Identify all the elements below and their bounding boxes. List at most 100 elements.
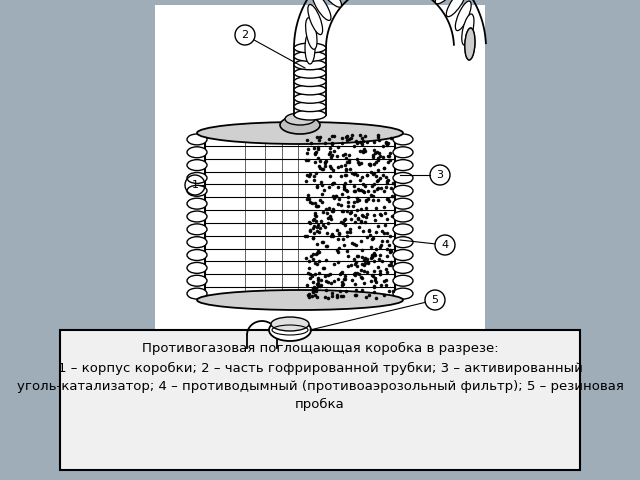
Point: [311, 285, 321, 292]
Point: [340, 216, 351, 223]
Point: [347, 169, 357, 177]
Point: [321, 205, 331, 213]
Point: [385, 156, 396, 164]
Ellipse shape: [294, 51, 326, 61]
Point: [375, 210, 385, 217]
Text: Противогазовая поглощающая коробка в разрезе:: Противогазовая поглощающая коробка в раз…: [141, 342, 499, 355]
Point: [309, 229, 319, 237]
Point: [373, 263, 383, 270]
Point: [362, 268, 372, 276]
Point: [377, 238, 387, 245]
Point: [316, 276, 326, 284]
Ellipse shape: [393, 185, 413, 196]
Point: [340, 186, 351, 194]
Point: [308, 255, 319, 263]
Point: [362, 233, 372, 240]
Point: [378, 172, 388, 180]
Point: [317, 238, 328, 245]
Point: [303, 218, 314, 226]
Point: [349, 170, 359, 178]
Point: [304, 264, 314, 271]
Point: [358, 180, 368, 188]
Point: [371, 148, 381, 156]
Ellipse shape: [187, 224, 207, 235]
Point: [333, 230, 344, 238]
Point: [338, 235, 348, 243]
Point: [330, 192, 340, 200]
Point: [342, 132, 352, 140]
Point: [349, 187, 359, 194]
Point: [333, 258, 343, 266]
Point: [367, 252, 377, 260]
Point: [344, 158, 355, 166]
Point: [333, 236, 343, 243]
Point: [326, 215, 337, 222]
Point: [384, 241, 394, 249]
Ellipse shape: [312, 0, 331, 21]
Ellipse shape: [280, 116, 320, 134]
Point: [308, 251, 319, 258]
Point: [304, 293, 314, 301]
Point: [323, 294, 333, 301]
Point: [321, 157, 331, 165]
Point: [351, 292, 361, 300]
Point: [340, 275, 350, 282]
Point: [379, 292, 389, 300]
Point: [371, 278, 381, 286]
Point: [340, 155, 351, 162]
Point: [333, 183, 343, 191]
Point: [382, 178, 392, 185]
Point: [367, 253, 377, 261]
Point: [372, 133, 383, 141]
Point: [337, 281, 347, 289]
Point: [315, 157, 325, 165]
Point: [336, 162, 346, 169]
Point: [338, 280, 348, 288]
Ellipse shape: [294, 68, 326, 78]
Point: [369, 250, 379, 257]
Bar: [205, 133, 395, 300]
Point: [324, 150, 334, 157]
Point: [371, 251, 381, 259]
Point: [380, 188, 390, 195]
Point: [312, 133, 322, 141]
Point: [365, 243, 376, 251]
Point: [305, 219, 315, 227]
Point: [312, 223, 322, 230]
Point: [312, 145, 323, 153]
Point: [377, 228, 387, 235]
Point: [301, 232, 312, 240]
Point: [358, 147, 368, 155]
Point: [335, 172, 346, 180]
Point: [342, 187, 352, 194]
Point: [383, 139, 393, 147]
Point: [352, 198, 362, 205]
Point: [375, 243, 385, 251]
Point: [347, 240, 357, 247]
Point: [386, 247, 396, 254]
Point: [372, 156, 383, 163]
Point: [310, 210, 320, 217]
Point: [309, 176, 319, 184]
Point: [326, 164, 336, 172]
Point: [314, 228, 324, 236]
Point: [315, 282, 325, 289]
Point: [303, 257, 314, 265]
Point: [305, 228, 315, 235]
Point: [340, 171, 350, 179]
Point: [312, 240, 323, 248]
Point: [312, 183, 322, 191]
Point: [310, 259, 321, 266]
Point: [320, 162, 330, 169]
Point: [378, 164, 388, 172]
Point: [324, 135, 334, 143]
Point: [384, 288, 394, 295]
Point: [329, 179, 339, 187]
Point: [333, 228, 344, 236]
Point: [353, 214, 364, 222]
Point: [369, 282, 380, 289]
Point: [346, 262, 356, 269]
Point: [355, 147, 365, 155]
Point: [371, 216, 381, 224]
Point: [335, 270, 345, 278]
